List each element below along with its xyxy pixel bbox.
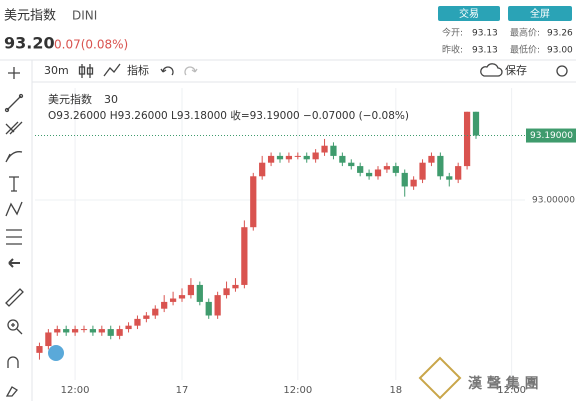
fullscreen-label[interactable]: 全屏 — [530, 7, 550, 20]
chart: 12:00 17 12:00 18 12:00 93.00000 93.19000 — [35, 88, 576, 396]
candle-body — [89, 329, 97, 333]
change: 0.07(0.08%) — [54, 38, 128, 52]
candle-body — [419, 162, 426, 180]
x-tick-label: 12:00 — [283, 385, 312, 396]
candle-body — [54, 329, 61, 333]
candle-body — [169, 298, 177, 302]
candle-body — [187, 284, 195, 296]
candle-body — [455, 166, 462, 180]
candle-body — [63, 329, 70, 333]
redo-icon[interactable] — [184, 66, 198, 76]
candle-body — [312, 152, 319, 160]
candle-body — [71, 329, 79, 333]
watermark-logo — [48, 345, 462, 400]
candle-body — [125, 325, 132, 330]
stat-label: 最低价: — [510, 44, 540, 56]
candle-body — [36, 346, 43, 353]
ohlc-legend: O93.26000 H93.26000 L93.18000 收=93.19000… — [48, 109, 409, 122]
candle-body — [410, 179, 417, 187]
trade-button[interactable] — [438, 6, 500, 21]
candle-body — [152, 308, 159, 316]
interval-button[interactable]: 30m — [44, 64, 69, 77]
candle-body — [285, 155, 293, 160]
candle-body — [303, 155, 310, 160]
x-tick-label: 18 — [389, 385, 402, 396]
last-price-badge — [526, 128, 576, 143]
candle-body — [276, 155, 284, 160]
candle-body — [294, 155, 301, 157]
candle-body — [80, 329, 88, 331]
price: 93.20 — [4, 34, 55, 53]
candle-body — [232, 284, 239, 289]
stat-value: 93.26 — [547, 29, 573, 39]
candle-body — [161, 301, 168, 309]
save-button[interactable]: 保存 — [505, 63, 527, 77]
candle-body — [348, 162, 355, 167]
fullscreen-button[interactable] — [508, 6, 572, 21]
symbol: DINI — [72, 9, 97, 23]
stat-value: 93.13 — [472, 29, 498, 39]
x-tick-label: 12:00 — [61, 385, 90, 396]
stat-value: 93.00 — [547, 46, 573, 56]
candle-body — [392, 166, 399, 173]
candle-body — [196, 284, 203, 302]
candle-body — [223, 288, 230, 296]
candle-body — [365, 172, 373, 177]
candle-body — [45, 332, 52, 347]
title: 美元指数 — [4, 9, 56, 24]
candle-body — [472, 111, 480, 136]
x-tick-label: 17 — [176, 385, 189, 396]
indicator-icon[interactable] — [103, 63, 121, 77]
indicator-button[interactable]: 指标 — [127, 63, 149, 77]
series-interval: 30 — [104, 93, 118, 106]
stat-label: 最高价: — [510, 27, 540, 39]
candle-body — [428, 155, 435, 163]
candle-body — [107, 329, 114, 336]
candle-body — [437, 155, 444, 177]
candle-body — [446, 176, 453, 180]
candle-body — [357, 166, 364, 173]
stat-label: 昨收: — [442, 44, 463, 56]
candle-body — [241, 227, 248, 285]
candle-body — [116, 329, 123, 336]
candle-body — [250, 176, 257, 228]
watermark: 漢 聲 集 團 — [468, 375, 539, 392]
drawing-tools[interactable] — [4, 67, 24, 397]
candle-body — [330, 145, 337, 156]
candle-body — [259, 162, 266, 177]
stat-label: 今开: — [442, 27, 463, 39]
candle-body — [214, 295, 221, 316]
candle-body — [374, 169, 382, 177]
candle-body — [178, 295, 186, 299]
candle-body — [401, 172, 408, 187]
candle-body — [134, 318, 141, 326]
candle-body — [339, 155, 346, 163]
candle-body — [463, 111, 471, 167]
last-price-label: 93.19000 — [530, 131, 573, 141]
x-tick-label: 12:00 — [497, 385, 526, 396]
candle-body — [143, 315, 150, 319]
stat-value: 93.13 — [472, 46, 498, 56]
candle-body — [205, 301, 212, 316]
trade-label[interactable]: 交易 — [459, 7, 479, 20]
candle-body — [321, 145, 328, 153]
y-tick-label: 93.00000 — [532, 196, 575, 206]
candle-body — [383, 166, 391, 170]
undo-icon[interactable] — [160, 66, 174, 76]
candle-body — [98, 329, 105, 333]
series-name: 美元指数 — [48, 92, 92, 106]
candle-icon[interactable] — [78, 64, 94, 78]
settings-icon[interactable] — [556, 65, 568, 77]
cloud-icon[interactable] — [480, 63, 503, 77]
candle-body — [267, 155, 275, 163]
